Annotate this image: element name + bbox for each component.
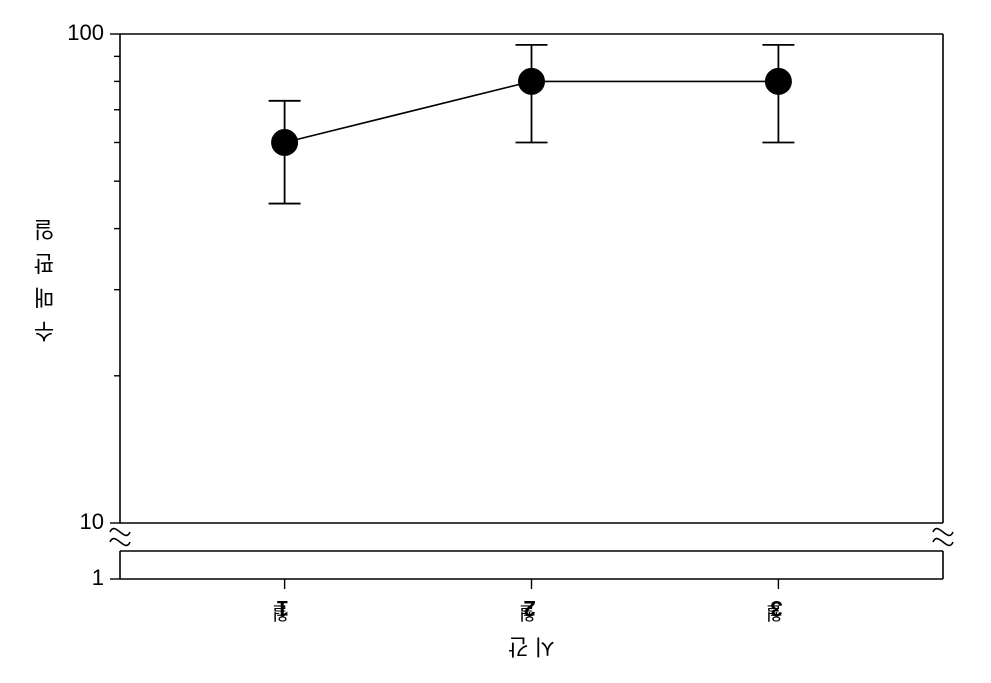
x-axis-title: 시 간 bbox=[508, 634, 555, 659]
svg-text:매: 매 bbox=[34, 285, 54, 310]
svg-text:수: 수 bbox=[34, 319, 54, 344]
chart-container: 100101일판매수1월2월3월시 간 bbox=[0, 0, 991, 683]
y-tick-label: 1 bbox=[92, 565, 104, 590]
y-tick-label: 100 bbox=[67, 20, 104, 45]
chart-svg: 100101일판매수1월2월3월시 간 bbox=[0, 0, 991, 683]
svg-text:일: 일 bbox=[34, 217, 54, 242]
data-point bbox=[765, 68, 791, 94]
x-tick-label-suffix: 월 bbox=[272, 602, 289, 622]
x-tick-label-suffix: 월 bbox=[766, 602, 783, 622]
data-point bbox=[272, 129, 298, 155]
svg-text:판: 판 bbox=[34, 251, 54, 276]
x-tick-label-suffix: 월 bbox=[519, 602, 536, 622]
y-tick-label: 10 bbox=[80, 509, 104, 534]
data-point bbox=[519, 68, 545, 94]
